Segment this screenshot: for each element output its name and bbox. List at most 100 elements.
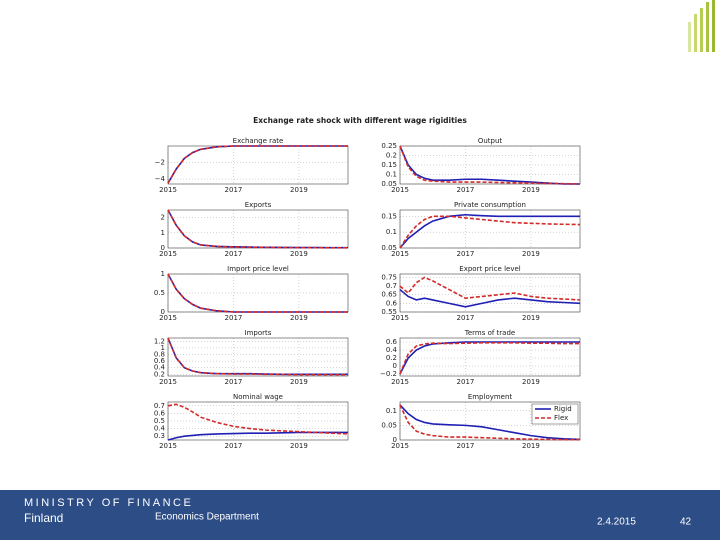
series-line bbox=[399, 276, 581, 301]
x-tick-label: 2017 bbox=[225, 314, 243, 322]
axes-frame bbox=[399, 145, 581, 185]
x-tick-label: 2017 bbox=[457, 314, 475, 322]
y-tick-label: 0.5 bbox=[154, 417, 165, 425]
axes-frame bbox=[399, 209, 581, 249]
y-tick-label: 0.6 bbox=[154, 357, 166, 365]
organization: MINISTRY OF FINANCE bbox=[24, 497, 193, 509]
x-tick-label: 2015 bbox=[391, 442, 409, 450]
y-tick-label: 1 bbox=[161, 344, 165, 352]
y-tick-label: 0.4 bbox=[154, 364, 166, 372]
y-tick-label: 1.2 bbox=[154, 337, 165, 345]
series-line bbox=[399, 145, 581, 185]
series-line bbox=[399, 342, 580, 375]
y-tick-label: 0.4 bbox=[154, 425, 166, 433]
y-tick-label: 0.15 bbox=[381, 212, 397, 220]
department: Economics Department bbox=[155, 512, 259, 523]
panel-title: Exports bbox=[245, 201, 272, 209]
y-tick-label: 0.7 bbox=[386, 282, 397, 290]
series-line bbox=[167, 403, 349, 435]
y-tick-label: −2 bbox=[155, 159, 165, 167]
y-tick-label: 0.05 bbox=[381, 421, 397, 429]
y-tick-label: 0.5 bbox=[154, 289, 165, 297]
x-tick-label: 2017 bbox=[225, 186, 243, 194]
y-tick-label: 0.1 bbox=[386, 228, 397, 236]
x-tick-label: 2019 bbox=[522, 442, 540, 450]
series-line bbox=[167, 337, 348, 376]
y-tick-label: 0.05 bbox=[381, 180, 397, 188]
y-tick-label: 0.3 bbox=[154, 432, 165, 440]
y-tick-label: −4 bbox=[155, 175, 166, 183]
x-tick-label: 2015 bbox=[391, 186, 409, 194]
x-tick-label: 2015 bbox=[159, 378, 177, 386]
axes-frame bbox=[399, 401, 581, 441]
panel-title: Terms of trade bbox=[464, 329, 515, 337]
series-line bbox=[399, 215, 581, 249]
series-line bbox=[399, 288, 581, 308]
series-line bbox=[399, 341, 580, 375]
series-line bbox=[167, 145, 348, 184]
x-tick-label: 2015 bbox=[391, 378, 409, 386]
x-tick-label: 2015 bbox=[159, 250, 177, 258]
y-tick-label: 0.1 bbox=[386, 407, 397, 415]
series-line bbox=[167, 209, 348, 249]
axes-background bbox=[400, 274, 580, 312]
panel-title: Import price level bbox=[227, 265, 289, 273]
x-tick-label: 2017 bbox=[457, 378, 475, 386]
x-tick-label: 2015 bbox=[391, 314, 409, 322]
y-tick-label: 2 bbox=[161, 214, 165, 222]
axes-background bbox=[168, 338, 348, 376]
legend-label: Rigid bbox=[554, 405, 572, 413]
y-tick-label: 1 bbox=[161, 270, 165, 278]
y-tick-label: 0.6 bbox=[386, 299, 398, 307]
y-tick-label: 0 bbox=[393, 436, 397, 444]
y-tick-label: 0.25 bbox=[381, 142, 397, 150]
y-tick-label: 0.6 bbox=[386, 338, 398, 346]
footer-bar bbox=[0, 490, 720, 540]
axes-background bbox=[168, 146, 348, 184]
series-line bbox=[167, 273, 348, 313]
x-tick-label: 2017 bbox=[457, 250, 475, 258]
series-line bbox=[167, 431, 348, 441]
x-tick-label: 2015 bbox=[159, 442, 177, 450]
x-tick-label: 2019 bbox=[290, 186, 308, 194]
y-tick-label: 0.6 bbox=[154, 409, 166, 417]
y-tick-label: 0.15 bbox=[381, 161, 397, 169]
x-tick-label: 2017 bbox=[457, 442, 475, 450]
panel-title: Export price level bbox=[459, 265, 520, 273]
x-tick-label: 2017 bbox=[225, 250, 243, 258]
x-tick-label: 2019 bbox=[522, 314, 540, 322]
y-tick-label: 0.8 bbox=[154, 351, 165, 359]
axes-frame bbox=[399, 337, 581, 377]
x-tick-label: 2019 bbox=[290, 378, 308, 386]
axes-frame bbox=[167, 401, 349, 441]
figure-title: Exchange rate shock with different wage … bbox=[253, 116, 467, 125]
y-tick-label: 0.2 bbox=[386, 152, 397, 160]
x-tick-label: 2019 bbox=[290, 442, 308, 450]
x-tick-label: 2017 bbox=[225, 378, 243, 386]
series-line bbox=[399, 404, 580, 441]
y-tick-label: 0.05 bbox=[381, 244, 397, 252]
panel-title: Imports bbox=[245, 329, 272, 337]
x-tick-label: 2017 bbox=[225, 442, 243, 450]
y-tick-label: 0.2 bbox=[154, 370, 165, 378]
axes-frame bbox=[167, 209, 349, 249]
panel-title: Employment bbox=[468, 393, 513, 401]
x-tick-label: 2015 bbox=[391, 250, 409, 258]
y-tick-label: 0.1 bbox=[386, 171, 397, 179]
y-tick-label: 0 bbox=[393, 362, 397, 370]
y-tick-label: 0.75 bbox=[381, 273, 397, 281]
date: 2.4.2015 bbox=[597, 517, 636, 528]
y-tick-label: 0.4 bbox=[386, 346, 398, 354]
y-tick-label: 0.55 bbox=[381, 308, 397, 316]
series-line bbox=[399, 404, 581, 441]
panel-title: Output bbox=[478, 137, 503, 145]
y-tick-label: 0 bbox=[161, 308, 165, 316]
page-number: 42 bbox=[680, 517, 692, 528]
x-tick-label: 2017 bbox=[457, 186, 475, 194]
x-tick-label: 2019 bbox=[522, 250, 540, 258]
y-tick-label: 1 bbox=[161, 229, 165, 237]
axes-background bbox=[168, 210, 348, 248]
decoration bbox=[688, 0, 715, 52]
country: Finland bbox=[24, 511, 63, 525]
